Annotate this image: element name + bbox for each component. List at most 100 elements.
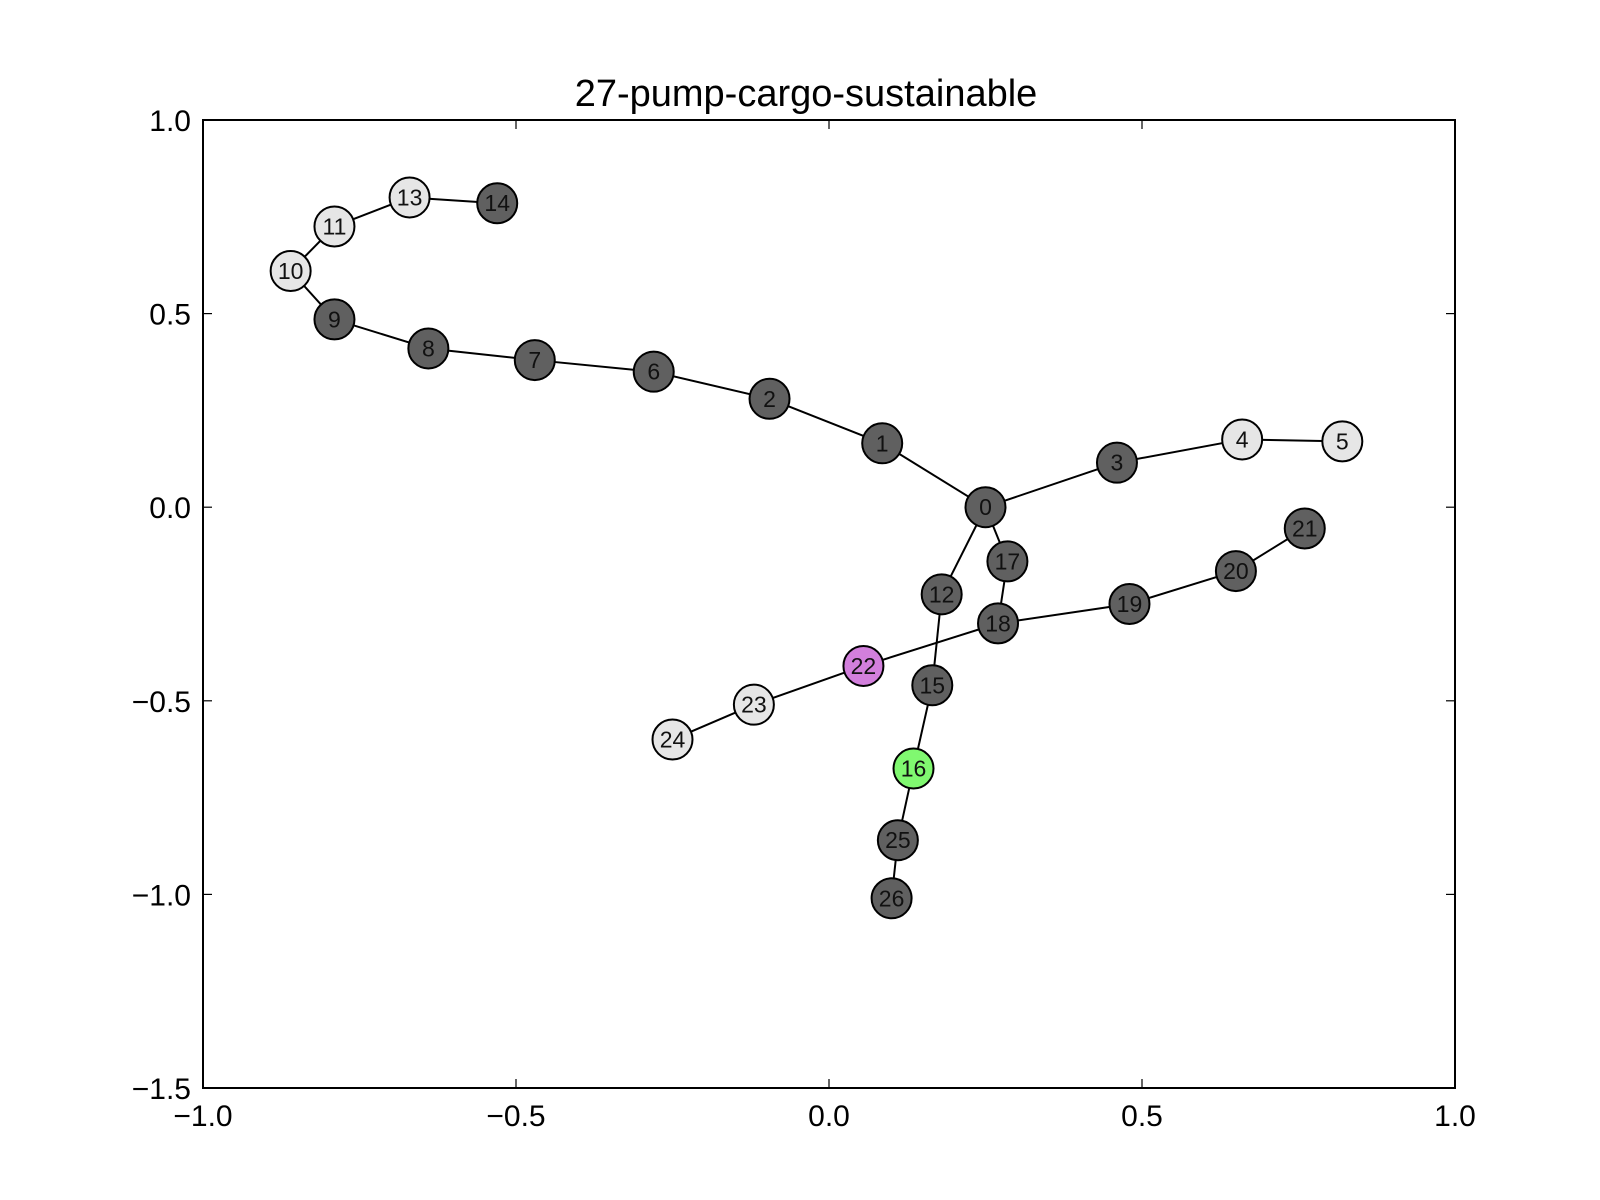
node-circle [388,176,431,219]
y-tick-label: 0.5 [149,299,191,332]
node-22: 22 [842,644,885,687]
node-label: 22 [851,653,877,679]
node-label: 18 [985,610,1011,636]
node-25: 25 [876,819,919,862]
node-label: 10 [278,258,304,284]
node-circle [407,327,450,370]
y-tick-label: 1.0 [149,105,191,138]
node-circle [911,664,954,707]
node-label: 21 [1292,515,1318,541]
y-tick-label: −0.5 [132,686,191,719]
node-12: 12 [920,573,963,616]
node-circle [964,486,1007,529]
edge-18-22 [863,622,999,667]
node-1: 1 [861,422,904,465]
node-7: 7 [513,339,556,382]
node-8: 8 [407,327,450,370]
node-14: 14 [476,182,519,225]
node-11: 11 [313,205,356,248]
node-label: 8 [422,335,435,361]
node-label: 5 [1336,428,1349,454]
node-circle [269,250,312,293]
node-circle [732,683,775,726]
node-circle [651,718,694,761]
node-circle [870,877,913,920]
node-circle [861,422,904,465]
node-16: 16 [892,747,935,790]
node-18: 18 [977,602,1020,645]
node-circle [1108,583,1151,625]
node-3: 3 [1095,441,1138,484]
node-label: 16 [901,756,927,782]
node-label: 2 [763,386,776,412]
node-label: 19 [1117,591,1143,617]
node-17: 17 [986,540,1029,583]
node-label: 3 [1111,450,1124,476]
node-circle [313,205,356,248]
x-tick-label: −1.0 [173,1100,232,1133]
chart-title: 27-pump-cargo-sustainable [575,73,1038,115]
edge-0-3 [985,461,1118,509]
node-label: 9 [328,306,341,332]
node-label: 14 [484,190,510,216]
node-circle [977,602,1020,645]
node-circle [876,819,919,862]
x-tick-label: 0.5 [1121,1100,1163,1133]
node-label: 4 [1236,426,1249,452]
node-circle [1214,550,1257,593]
node-label: 25 [885,827,911,853]
node-label: 24 [660,727,686,753]
node-23: 23 [732,683,775,726]
node-circle [1283,507,1326,550]
y-tick-label: −1.5 [132,1073,191,1106]
x-tick-label: −0.5 [486,1100,545,1133]
node-label: 17 [995,548,1021,574]
node-circle [748,377,791,420]
node-label: 1 [876,430,889,456]
node-circle [513,339,556,382]
x-tick-label: 1.0 [1434,1100,1476,1133]
edge-18-19 [997,603,1130,625]
node-label: 15 [919,672,945,698]
node-9: 9 [313,298,356,341]
y-tick-label: −1.0 [132,879,191,912]
node-circle [1095,441,1138,484]
node-13: 13 [388,176,431,219]
node-4: 4 [1221,418,1264,461]
node-21: 21 [1283,507,1326,550]
node-6: 6 [632,350,675,393]
node-circle [313,298,356,341]
y-tick-label: 0.0 [149,492,191,525]
node-24: 24 [651,718,694,761]
node-label: 12 [929,581,955,607]
node-label: 13 [397,184,423,210]
node-label: 11 [323,213,347,239]
node-26: 26 [870,877,913,920]
node-label: 6 [647,359,660,385]
edge-3-4 [1116,438,1243,464]
node-circle [1321,420,1364,463]
axes: −1.0 −0.5 0.0 0.5 1.01.00.50.0−0.5−1.0−1.5 [132,105,1476,1133]
node-circle [986,540,1029,583]
node-label: 7 [528,347,541,373]
node-circle [1221,418,1264,461]
node-label: 23 [741,692,767,718]
x-tick-label: 0.0 [808,1100,850,1133]
node-circle [892,747,935,790]
node-2: 2 [748,377,791,420]
node-10: 10 [269,250,312,293]
node-label: 0 [979,494,992,520]
node-0: 0 [964,486,1007,529]
node-circle [920,573,963,616]
node-15: 15 [911,664,954,707]
node-19: 19 [1108,583,1151,625]
node-5: 5 [1321,420,1364,463]
node-label: 26 [879,885,905,911]
node-circle [632,350,675,393]
node-label: 20 [1223,558,1249,584]
node-20: 20 [1214,550,1257,593]
node-circle [476,182,519,225]
